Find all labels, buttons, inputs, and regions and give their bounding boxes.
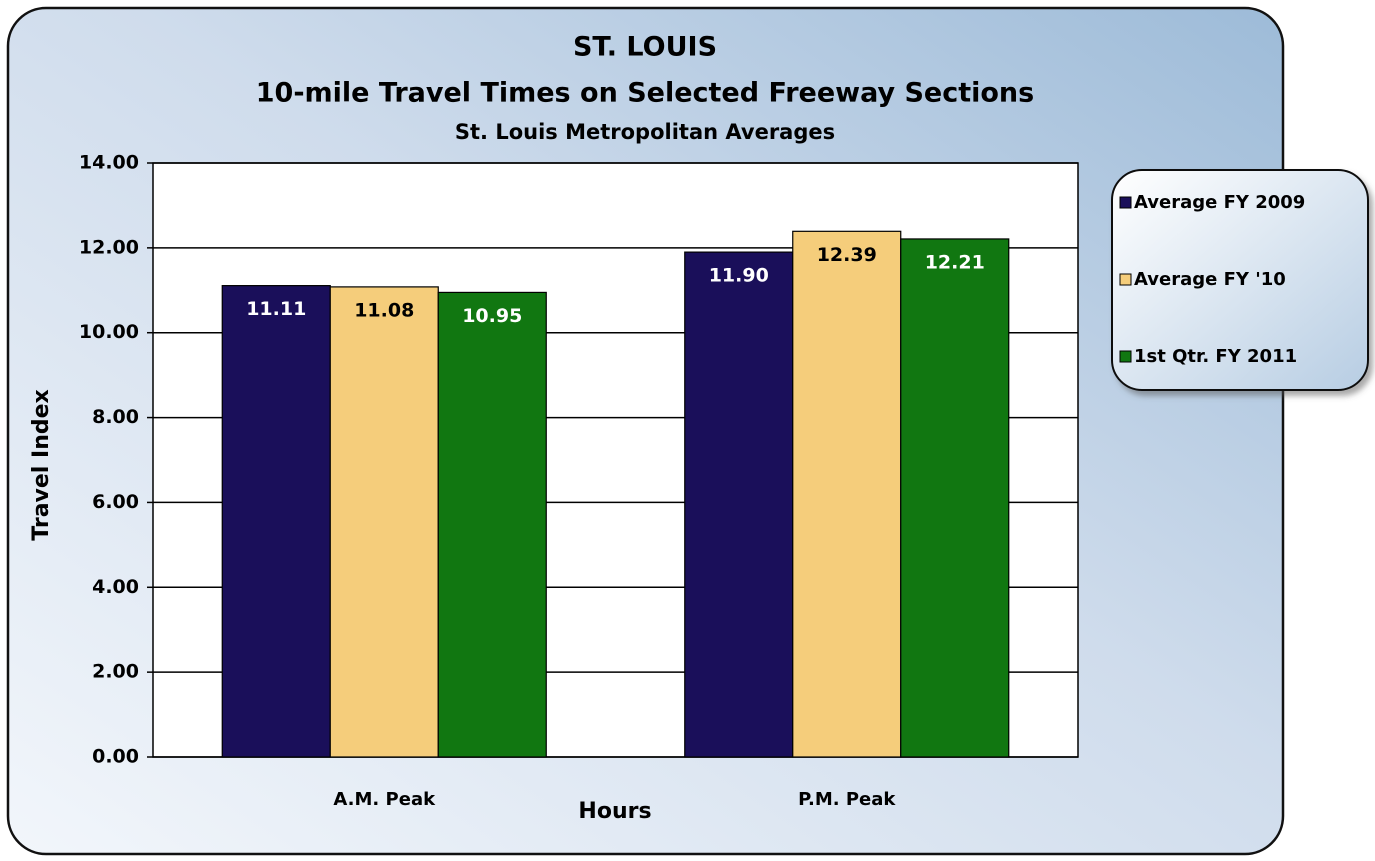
- y-axis-label: Travel Index: [29, 389, 54, 540]
- legend-swatch: [1119, 196, 1132, 209]
- data-label: 12.39: [817, 244, 877, 266]
- y-tick-label: 12.00: [79, 236, 139, 258]
- y-tick-label: 10.00: [79, 321, 139, 343]
- y-tick-label: 4.00: [92, 576, 139, 598]
- x-tick-label: P.M. Peak: [798, 789, 896, 810]
- data-label: 11.08: [354, 299, 414, 321]
- bar: [684, 251, 794, 758]
- data-label: 11.90: [709, 265, 769, 287]
- bar: [792, 230, 902, 758]
- data-label: 12.21: [925, 251, 985, 273]
- y-tick-label: 0.00: [92, 746, 139, 768]
- bar: [437, 291, 547, 758]
- bar: [900, 238, 1010, 758]
- chart-subtitle: St. Louis Metropolitan Averages: [455, 120, 835, 144]
- x-axis-label: Hours: [578, 799, 651, 824]
- y-tick-label: 14.00: [79, 152, 139, 174]
- legend-label: Average FY '10: [1134, 269, 1286, 290]
- data-label: 11.11: [246, 298, 306, 320]
- legend: [1111, 169, 1369, 391]
- y-tick-label: 2.00: [92, 661, 139, 683]
- chart-title: ST. LOUIS: [573, 32, 717, 63]
- x-tick-label: A.M. Peak: [333, 789, 436, 810]
- bar: [221, 285, 331, 758]
- legend-label: 1st Qtr. FY 2011: [1134, 346, 1297, 367]
- y-tick-label: 6.00: [92, 491, 139, 513]
- legend-swatch: [1119, 273, 1132, 286]
- y-tick-label: 8.00: [92, 406, 139, 428]
- legend-swatch: [1119, 350, 1132, 363]
- bar: [329, 286, 439, 758]
- chart-title: 10-mile Travel Times on Selected Freeway…: [256, 78, 1034, 109]
- legend-label: Average FY 2009: [1134, 192, 1305, 213]
- data-label: 10.95: [462, 305, 522, 327]
